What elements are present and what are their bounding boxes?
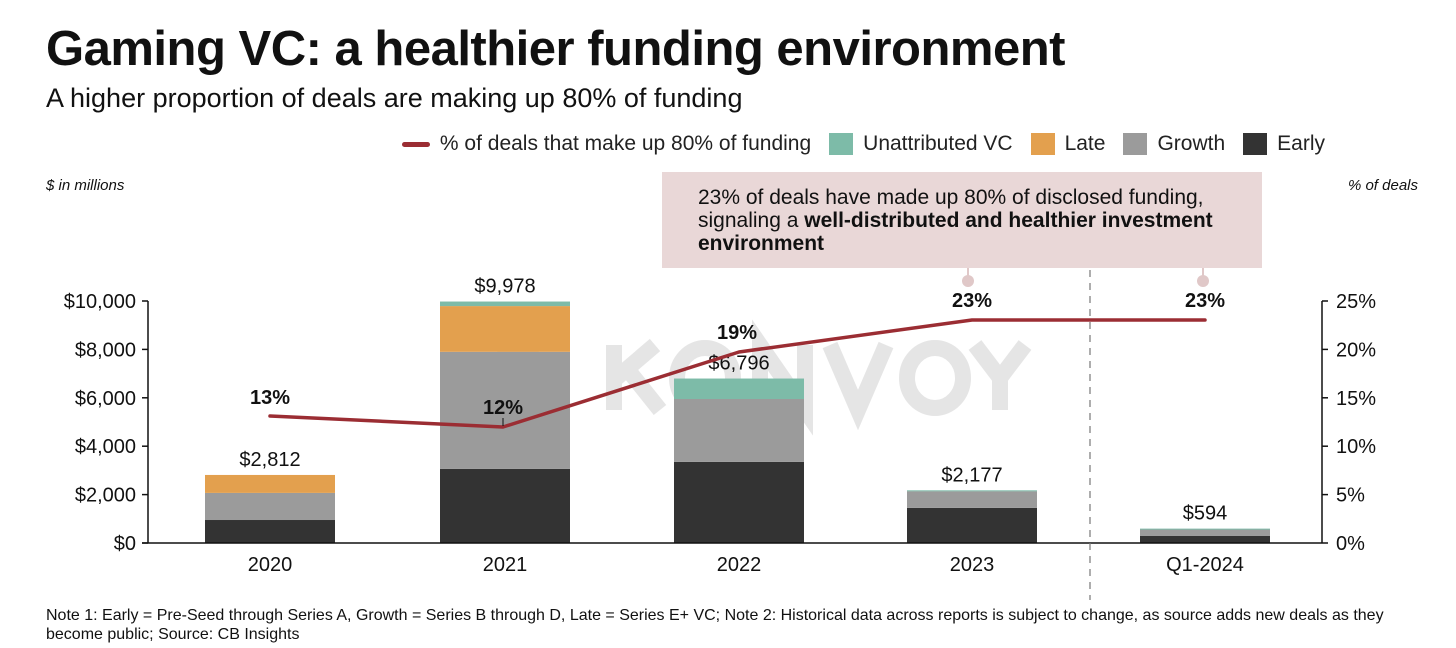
- line-value-label: 13%: [250, 387, 290, 409]
- y2-tick-label: 15%: [1336, 388, 1376, 410]
- x-tick-label: 2023: [950, 554, 995, 576]
- bar-segment-growth: [205, 492, 335, 521]
- bar-segment-growth: [907, 491, 1037, 508]
- bar-segment-early: [205, 520, 335, 543]
- y2-tick-label: 25%: [1336, 291, 1376, 313]
- legend-label: Growth: [1157, 132, 1226, 155]
- y-tick-label: $2,000: [75, 485, 136, 507]
- bar-segment-early: [440, 468, 570, 543]
- legend-item-line: % of deals that make up 80% of funding: [401, 131, 812, 157]
- legend-item-unattributed: Unattributed VC: [829, 131, 1013, 157]
- y2-tick-label: 10%: [1336, 436, 1376, 458]
- legend-line-swatch: [401, 141, 430, 147]
- callout-pointer-dot: [962, 275, 974, 287]
- x-tick-label: 2020: [248, 554, 293, 576]
- y-tick-label: $0: [114, 533, 136, 555]
- legend-swatch-unattributed: [829, 133, 854, 155]
- line-value-label: 12%: [483, 397, 523, 419]
- x-tick-label: 2022: [717, 554, 762, 576]
- right-axis-unit-label: % of deals: [1347, 177, 1418, 194]
- watermark-letter-v: [822, 341, 894, 431]
- legend: % of deals that make up 80% of funding U…: [384, 131, 1325, 157]
- callout-bold-text: well-distributed and healthier investmen…: [698, 209, 1213, 255]
- y2-tick-label: 0%: [1336, 533, 1365, 555]
- bar-segment-growth: [674, 399, 804, 462]
- footnote: Note 1: Early = Pre-Seed through Series …: [46, 607, 1384, 643]
- bar-segment-unattributed-vc: [907, 490, 1037, 492]
- y2-tick-label: 20%: [1336, 339, 1376, 361]
- bar-total-label: $594: [1183, 503, 1228, 525]
- legend-swatch-early: [1243, 133, 1268, 155]
- x-tick-label: Q1-2024: [1166, 554, 1244, 576]
- chart-subtitle: A higher proportion of deals are making …: [46, 83, 743, 113]
- chart-plot: $2,812 2020 $9,978 2021 $6,796 2022 $2,177 2023…: [64, 268, 1376, 600]
- bar-segment-growth: [440, 351, 570, 469]
- bar-segment-late: [440, 306, 570, 352]
- line-value-label: 19%: [717, 322, 757, 344]
- legend-label: Early: [1277, 132, 1325, 155]
- y2-tick-label: 5%: [1336, 485, 1365, 507]
- line-value-label: 23%: [1185, 290, 1225, 312]
- legend-swatch-late: [1030, 133, 1055, 155]
- legend-label: % of deals that make up 80% of funding: [439, 132, 812, 155]
- legend-label: Unattributed VC: [863, 132, 1013, 155]
- legend-item-growth: Growth: [1123, 131, 1225, 157]
- chart-title: Gaming VC: a healthier funding environme…: [46, 22, 1065, 76]
- bar-segment-growth: [1140, 528, 1270, 536]
- bar-segment-unattributed-vc: [440, 301, 570, 307]
- watermark-letter-k: [606, 338, 667, 415]
- callout-box: 23% of deals have made up 80% of disclos…: [662, 172, 1262, 268]
- bar-segment-early: [1140, 535, 1270, 543]
- bar-segment-unattributed-vc: [674, 378, 804, 400]
- callout-text: 23% of deals have made up 80% of disclos…: [698, 186, 1204, 232]
- y-tick-label: $10,000: [64, 291, 136, 313]
- x-tick-label: 2021: [483, 554, 528, 576]
- bar-total-label: $2,812: [239, 449, 300, 471]
- bar-segment-unattributed-vc: [1140, 528, 1270, 530]
- line-value-label: 23%: [952, 290, 992, 312]
- watermark-letter-y: [968, 340, 1032, 410]
- bar-total-label: $2,177: [941, 464, 1002, 486]
- watermark-letter-n: [752, 319, 813, 436]
- bar-total-label: $6,796: [708, 353, 769, 375]
- legend-swatch-growth: [1123, 133, 1148, 155]
- bar-segment-early: [907, 507, 1037, 543]
- y-tick-label: $8,000: [75, 339, 136, 361]
- legend-label: Late: [1064, 132, 1106, 155]
- bar-segment-late: [205, 474, 335, 493]
- watermark-letter-o2: [899, 340, 971, 416]
- bar-total-label: $9,978: [474, 276, 535, 298]
- legend-item-early: Early: [1243, 131, 1325, 157]
- callout-pointer-dot: [1197, 275, 1209, 287]
- legend-item-late: Late: [1030, 131, 1106, 157]
- left-axis-unit-label: $ in millions: [46, 177, 125, 194]
- y-tick-label: $4,000: [75, 436, 136, 458]
- y-tick-label: $6,000: [75, 388, 136, 410]
- bar-segment-early: [674, 461, 804, 543]
